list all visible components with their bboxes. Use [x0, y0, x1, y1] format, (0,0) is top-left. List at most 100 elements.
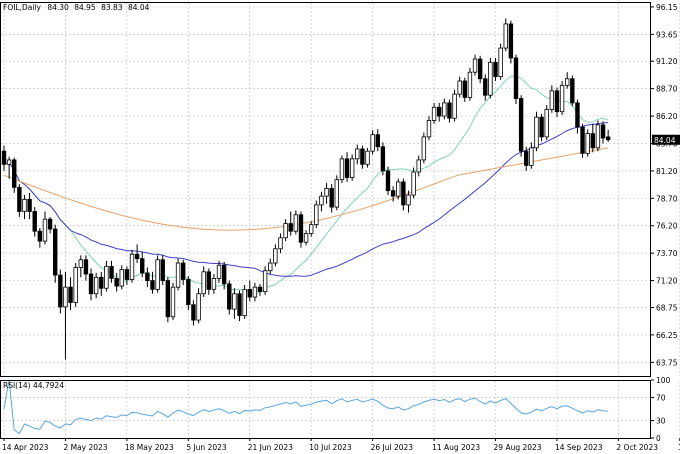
time-tick-label: 14 Sep 2023 [555, 443, 603, 452]
rsi-panel-border [0, 380, 651, 439]
candle-body [27, 199, 32, 212]
candle-body [529, 147, 534, 166]
candle-body [268, 262, 273, 272]
price-tick-label: 73.70 [656, 249, 678, 258]
rsi-level-label: 100 [656, 376, 671, 385]
ma-200-line [3, 147, 609, 231]
candle-body [53, 228, 58, 276]
candle-body [498, 47, 503, 77]
candle-body [565, 78, 570, 86]
candle-body [42, 218, 48, 242]
price-tick-label: 93.65 [656, 30, 678, 39]
candle-body [436, 106, 442, 117]
candle-body [411, 171, 416, 196]
candle-body [196, 293, 201, 321]
candle-body [68, 286, 73, 303]
candle-body [73, 267, 78, 303]
candle-body [544, 109, 549, 138]
low-value: 83.83 [101, 3, 123, 12]
candle-body [227, 283, 232, 310]
candle-body [508, 23, 514, 59]
candle-body [129, 253, 135, 280]
candle-body [247, 288, 252, 298]
candle-body [334, 179, 339, 208]
candle-body [293, 214, 299, 232]
candlesticks [1, 18, 611, 360]
rsi-panel [3, 379, 609, 435]
candle-body [600, 124, 606, 139]
candle-body [483, 78, 488, 96]
price-tick-label: 81.20 [656, 167, 678, 176]
candle-body [6, 159, 12, 165]
time-tick-label: 18 Oct 2023 [678, 443, 680, 452]
rsi-level-label: 0 [656, 434, 661, 443]
candle-body [134, 253, 140, 260]
candle-body [160, 259, 165, 281]
time-tick-label: 5 Jun 2023 [186, 443, 227, 452]
open-value: 84.30 [47, 3, 69, 12]
grid [1, 3, 680, 438]
candle-body [314, 204, 319, 226]
time-tick-label: 26 Jul 2023 [371, 443, 414, 452]
rsi-level-label: 30 [656, 417, 666, 426]
last-price-marker [652, 134, 680, 145]
ma-50-line [3, 122, 609, 277]
candle-body [252, 286, 258, 298]
candle-body [329, 188, 334, 208]
candle-body [339, 158, 345, 181]
candle-body [175, 262, 181, 288]
candle-body [180, 262, 186, 280]
close-value: 84.04 [128, 3, 150, 12]
rsi-label: RSI(14) 44.7924 [3, 381, 64, 390]
candle-body [155, 259, 160, 290]
candle-body [17, 186, 22, 212]
candle-body [390, 190, 396, 197]
price-panel-border [0, 2, 651, 377]
candle-body [12, 159, 17, 188]
last-price-label: 84.04 [654, 136, 676, 145]
candle-body [104, 265, 109, 289]
candle-body [257, 286, 263, 292]
time-tick-label: 18 May 2023 [125, 443, 174, 452]
candle-body [221, 264, 227, 285]
candle-body [78, 259, 83, 268]
candle-body [211, 277, 217, 290]
candle-body [575, 102, 580, 128]
candle-body [145, 272, 150, 281]
candle-body [396, 181, 401, 197]
candle-body [559, 84, 565, 113]
high-value: 84.95 [74, 3, 96, 12]
time-tick-label: 10 Jul 2023 [309, 443, 352, 452]
candle-body [380, 146, 386, 172]
candle-body [447, 102, 452, 119]
candle-body [206, 271, 211, 290]
candle-body [513, 57, 519, 99]
rsi-level-label: 70 [656, 393, 666, 402]
candle-body [99, 276, 104, 289]
candle-body [308, 224, 314, 234]
candle-body [114, 277, 119, 287]
symbol-name: FOIL,Daily [3, 3, 42, 12]
symbol-header: FOIL,Daily 84.30 84.95 83.83 84.04 [3, 3, 150, 12]
candle-body [237, 293, 242, 317]
candle-body [585, 133, 590, 154]
candle-body [191, 304, 196, 321]
candle-body [303, 233, 309, 243]
candle-body [549, 90, 555, 110]
ma-14-line [3, 75, 609, 294]
time-tick-label: 29 Aug 2023 [494, 443, 542, 452]
candle-body [406, 194, 411, 206]
candle-body [524, 150, 529, 166]
candle-body [605, 136, 611, 141]
candle-body [288, 223, 293, 232]
candle-body [93, 276, 99, 295]
moving-averages [3, 75, 609, 294]
candle-body [416, 159, 421, 173]
candle-body [124, 269, 130, 280]
candle-body [467, 71, 473, 98]
candle-body [63, 286, 68, 308]
candle-body [216, 264, 222, 279]
candle-body [360, 148, 365, 165]
